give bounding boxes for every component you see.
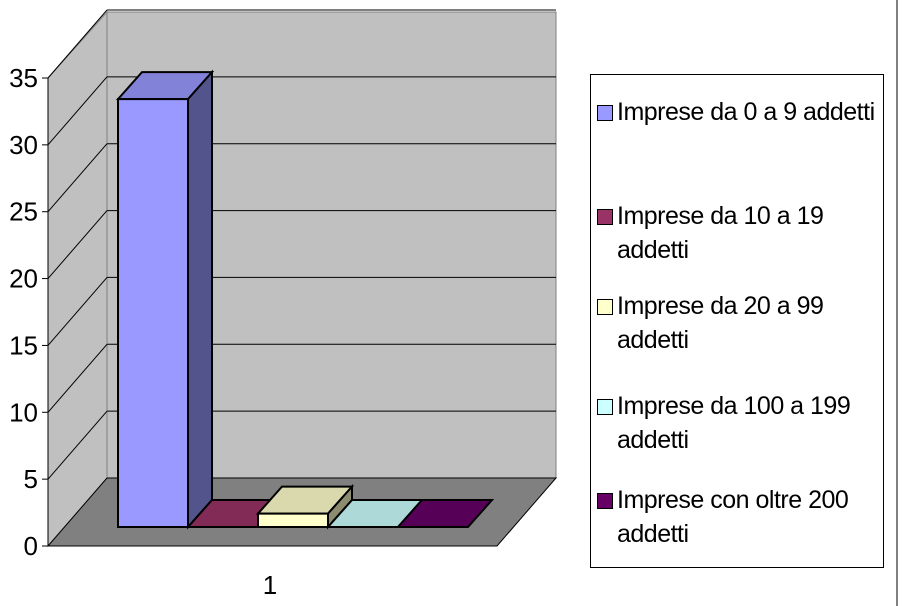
bar-front: [257, 512, 329, 529]
x-tick-label: 1: [263, 570, 277, 600]
y-tick-label: 20: [9, 264, 38, 294]
y-tick-label: 30: [9, 130, 38, 160]
chart-side-wall: [47, 10, 108, 548]
bar: [115, 69, 215, 530]
bar: [395, 499, 495, 528]
chart-bars: [115, 69, 495, 530]
y-axis-ticks: 0 5 10 15 20 25 30 35: [9, 63, 48, 561]
legend-swatch: [597, 493, 613, 509]
legend-item: Imprese da 100 a 199 addetti: [597, 389, 883, 457]
legend-item: Imprese da 0 a 9 addetti: [597, 95, 883, 129]
legend-item: Imprese con oltre 200 addetti: [597, 483, 883, 551]
gridline-diagonal: [47, 76, 108, 146]
y-tick-label: 5: [24, 464, 38, 494]
chart-legend: Imprese da 0 a 9 addetti Imprese da 10 a…: [590, 74, 884, 568]
legend-label: Imprese da 20 a 99 addetti: [617, 292, 824, 354]
bar-front: [117, 98, 189, 528]
legend-label: Imprese da 100 a 199 addetti: [617, 392, 851, 454]
legend-item: Imprese da 10 a 19 addetti: [597, 199, 883, 267]
y-tick-label: 25: [9, 197, 38, 227]
legend-swatch: [597, 105, 613, 121]
gridline-diagonal: [47, 343, 108, 413]
y-tick-label: 0: [24, 531, 38, 561]
y-tick-label: 10: [9, 397, 38, 427]
gridline-diagonal: [47, 277, 108, 346]
bar: [255, 483, 355, 530]
legend-swatch: [597, 209, 613, 225]
legend-item: Imprese da 20 a 99 addetti: [597, 289, 883, 357]
gridline-diagonal: [47, 410, 108, 480]
legend-label: Imprese da 0 a 9 addetti: [617, 98, 875, 126]
legend-swatch: [597, 299, 613, 315]
legend-label: Imprese con oltre 200 addetti: [617, 486, 849, 548]
bar-top: [395, 499, 495, 528]
bar-side: [187, 69, 213, 530]
y-tick-label: 15: [9, 330, 38, 360]
gridline-diagonal: [47, 143, 108, 213]
legend-swatch: [597, 399, 613, 415]
gridline-diagonal: [47, 9, 108, 79]
gridline-diagonal: [47, 210, 108, 279]
y-tick-label: 35: [9, 63, 38, 93]
legend-label: Imprese da 10 a 19 addetti: [617, 202, 824, 264]
